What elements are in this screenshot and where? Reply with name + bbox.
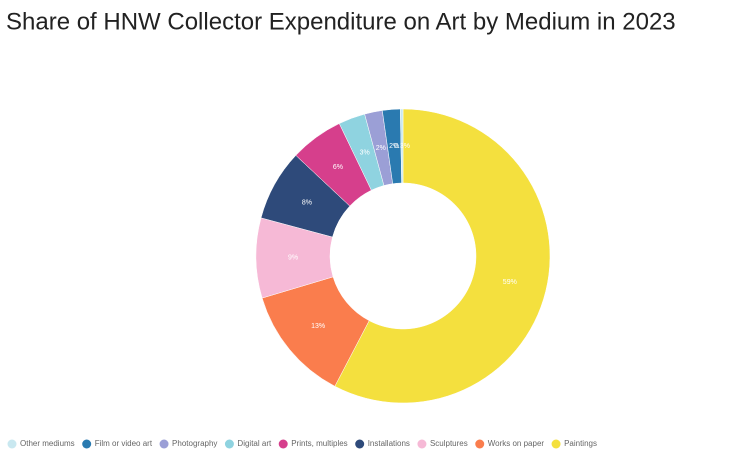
legend-label: Prints, multiples xyxy=(291,439,347,448)
data-label: 59% xyxy=(503,279,517,286)
legend-label: Works on paper xyxy=(488,439,545,448)
data-label: 2% xyxy=(389,143,399,150)
data-label: 2% xyxy=(376,145,386,152)
legend-marker xyxy=(551,439,561,449)
legend-marker xyxy=(7,439,17,449)
donut-segment xyxy=(334,108,551,404)
legend-marker xyxy=(417,439,427,449)
legend-marker xyxy=(159,439,169,449)
chart-title: Share of HNW Collector Expenditure on Ar… xyxy=(6,8,676,35)
legend-label: Installations xyxy=(368,439,410,448)
legend-marker xyxy=(278,439,288,449)
legend-label: Other mediums xyxy=(20,439,75,448)
legend-label: Sculptures xyxy=(430,439,468,448)
legend-label: Film or video art xyxy=(95,439,153,448)
legend-marker xyxy=(355,439,365,449)
legend-marker xyxy=(475,439,485,449)
data-label: 13% xyxy=(311,323,325,330)
data-label: 3% xyxy=(360,150,370,157)
legend-marker xyxy=(224,439,234,449)
data-label: 8% xyxy=(302,199,312,206)
data-label: 0.3% xyxy=(394,143,410,150)
data-label: 9% xyxy=(288,254,298,261)
data-label: 6% xyxy=(333,164,343,171)
legend-label: Digital art xyxy=(237,439,272,448)
donut-segment xyxy=(400,108,404,184)
legend-marker xyxy=(82,439,92,449)
legend-label: Paintings xyxy=(564,439,597,448)
legend-label: Photography xyxy=(172,439,217,448)
